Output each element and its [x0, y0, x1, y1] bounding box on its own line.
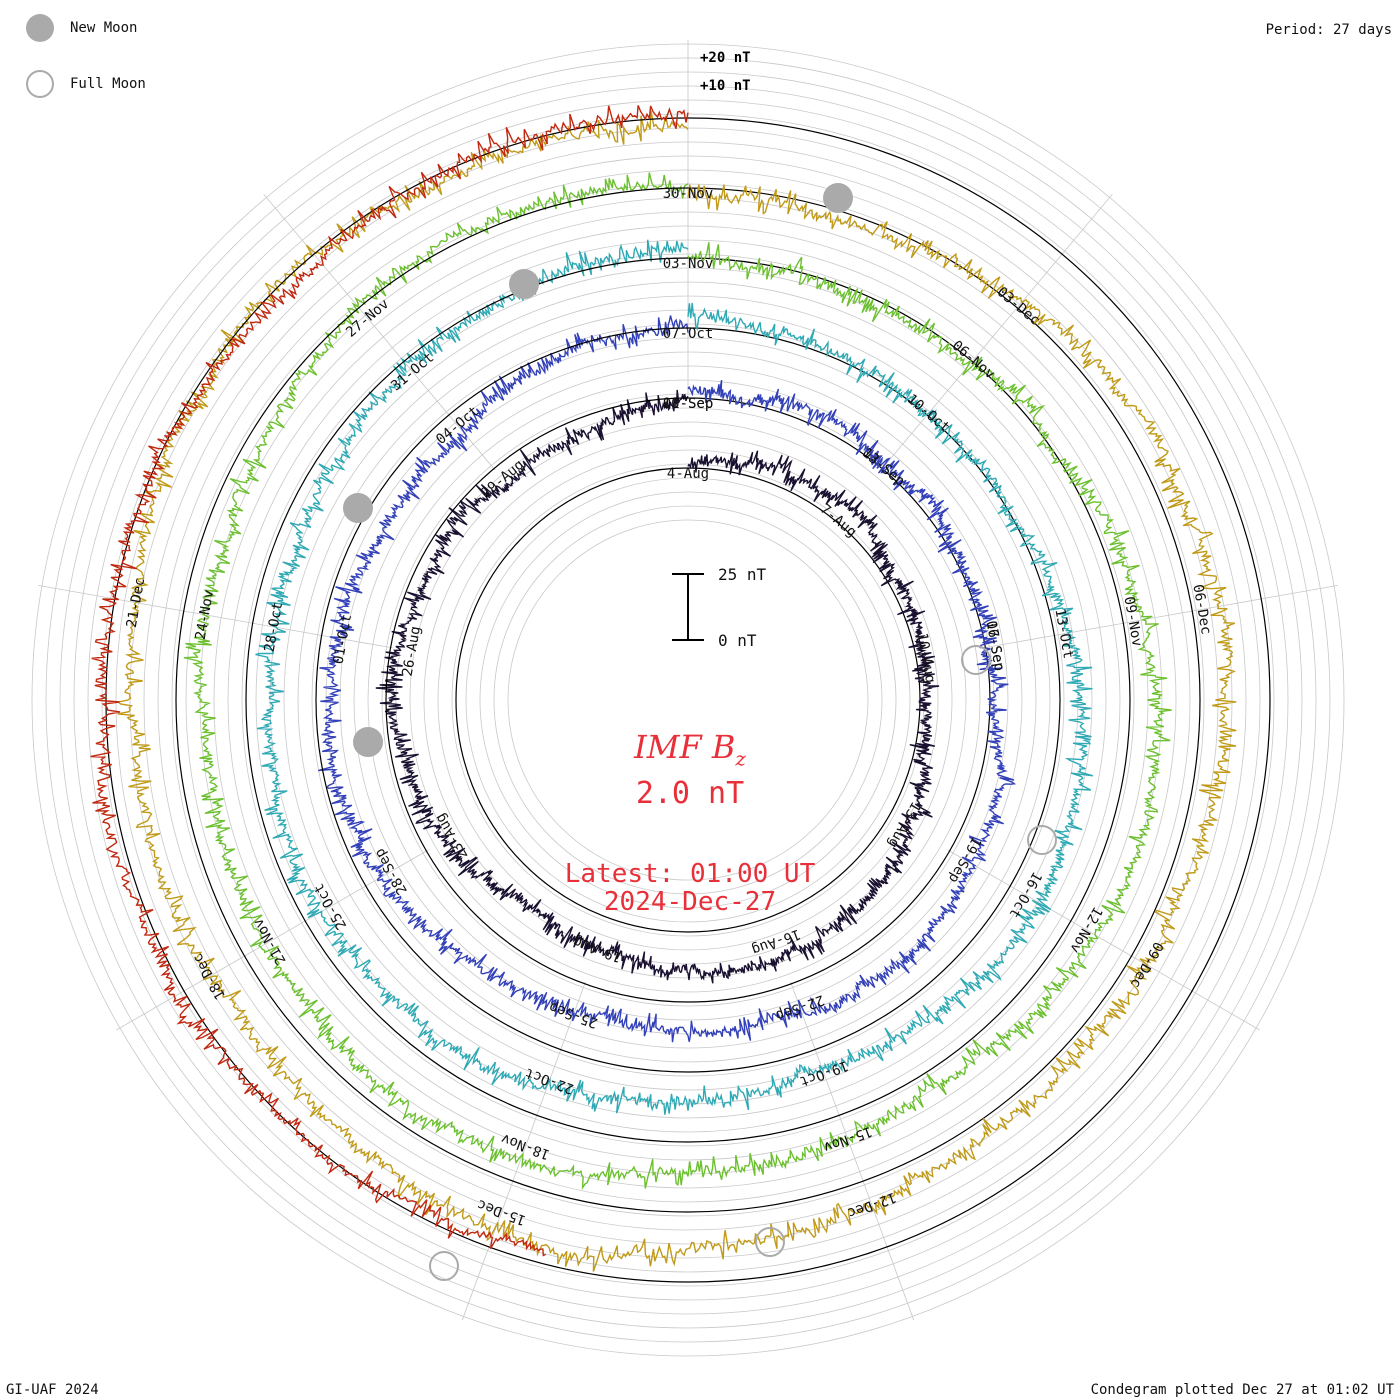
bz-trace-ring-4 — [183, 172, 1172, 1190]
scale-label: +10 nT — [700, 78, 751, 94]
new-moon-icon — [26, 14, 54, 42]
radial-grid-line — [880, 194, 1113, 471]
grid-ring — [325, 337, 1051, 1063]
date-label: 03-Nov — [663, 256, 714, 272]
date-label: 22-Oct — [523, 1064, 576, 1096]
new-moon-icon — [823, 183, 853, 213]
date-label: 01-Sep — [663, 396, 714, 412]
date-label: 10-Aug — [914, 632, 939, 685]
legend-full-moon: Full Moon — [26, 70, 146, 98]
center-latest-time: Latest: 01:00 UT — [564, 859, 816, 889]
date-label: 22-Sep — [773, 991, 826, 1023]
date-label: 13-Oct — [1051, 607, 1076, 660]
date-label: 28-Oct — [262, 601, 287, 654]
date-label: 30-Nov — [663, 186, 714, 202]
bz-trace-ring-6 — [90, 105, 689, 1257]
legend-new-moon: New Moon — [26, 14, 137, 42]
center-title-main: IMF B — [634, 728, 736, 766]
radial-grid-line — [461, 981, 586, 1321]
date-label: 12-Dec — [845, 1189, 898, 1221]
bz-trace-ring-2 — [318, 315, 1017, 1043]
date-label: 31-Oct — [388, 350, 437, 395]
grid-ring — [423, 435, 953, 965]
date-label: 09-Dec — [1127, 939, 1166, 991]
new-moon-icon — [353, 727, 383, 757]
grid-ring — [507, 519, 869, 881]
baseline-ring — [105, 117, 1271, 1283]
radial-grid-line — [947, 849, 1260, 1031]
center-title-sub: z — [735, 746, 746, 771]
baseline-ring — [175, 187, 1201, 1213]
date-label: 19-Oct — [797, 1057, 850, 1089]
scale-bar-top-label: 25 nT — [718, 565, 767, 584]
center-latest: Latest: 01:00 UT 2024-Dec-27 — [0, 860, 1380, 916]
full-moon-icon — [26, 70, 54, 98]
scale-bar-bottom-label: 0 nT — [718, 631, 757, 650]
date-label: 18-Nov — [499, 1130, 552, 1162]
full-moon-icon — [1027, 825, 1057, 855]
grid-ring — [409, 421, 967, 979]
full-moon-icon — [961, 645, 991, 675]
date-label: 06-Dec — [1189, 583, 1214, 636]
grid-ring — [437, 449, 939, 951]
grid-ring — [465, 477, 911, 923]
credit-label: GI-UAF 2024 — [6, 1382, 99, 1398]
new-moon-icon — [343, 493, 373, 523]
date-label: 10-Sep — [663, 396, 714, 412]
legend-new-moon-label: New Moon — [70, 20, 138, 36]
full-moon-icon — [429, 1251, 459, 1281]
grid-ring — [479, 491, 897, 909]
bz-trace-ring-5 — [116, 110, 1237, 1272]
center-value: 2.0 nT — [635, 776, 745, 811]
date-label: 16-Aug — [749, 925, 802, 957]
grid-ring — [493, 505, 883, 895]
date-label: 27-Nov — [343, 296, 392, 341]
radial-grid-line — [263, 194, 496, 471]
date-label: 25-Sep — [547, 999, 600, 1031]
baseline-ring — [245, 257, 1131, 1143]
period-label: Period: 27 days — [1265, 22, 1392, 38]
center-title: IMF Bz — [0, 728, 1380, 770]
baseline-ring — [315, 327, 1061, 1073]
new-moon-icon — [509, 269, 539, 299]
radial-grid-line — [116, 849, 429, 1031]
bz-trace-ring-3 — [255, 239, 1094, 1115]
full-moon-icon — [755, 1227, 785, 1257]
bz-trace-ring-1 — [375, 389, 940, 984]
date-label: 09-Nov — [1120, 595, 1145, 648]
radial-grid-line — [983, 584, 1339, 649]
radial-grid-line — [790, 981, 915, 1321]
scale-label: +20 nT — [700, 50, 751, 66]
center-latest-date: 2024-Dec-27 — [603, 887, 777, 917]
date-label: 4-Aug — [667, 466, 709, 482]
date-label: 07-Oct — [663, 326, 714, 342]
date-label: 19-Aug — [571, 933, 624, 965]
legend-full-moon-label: Full Moon — [70, 76, 146, 92]
date-label: 15-Nov — [821, 1123, 874, 1155]
plotted-label: Condegram plotted Dec 27 at 01:02 UT — [1090, 1382, 1394, 1398]
